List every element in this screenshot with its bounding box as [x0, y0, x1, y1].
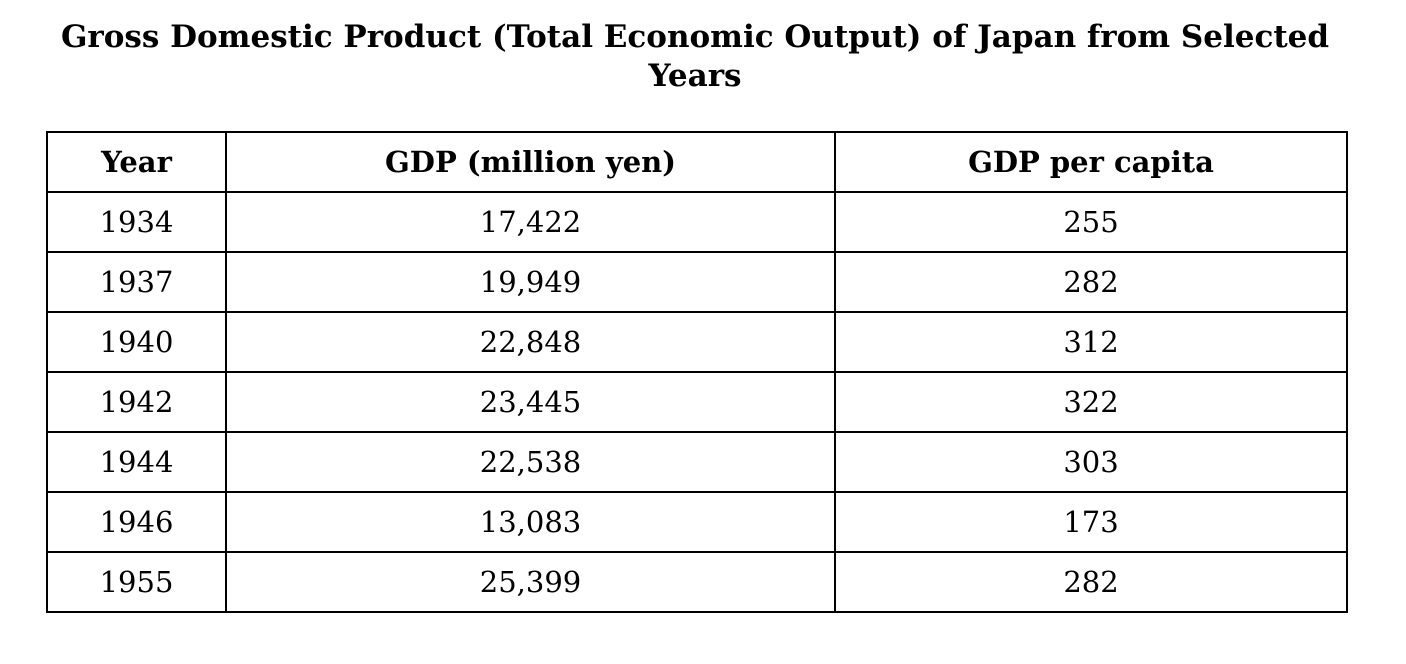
- gdp-per-capita-cell: 282: [834, 251, 1348, 313]
- table-header-row: Year GDP (million yen) GDP per capita: [46, 131, 1348, 193]
- gdp-per-capita-cell: 282: [834, 551, 1348, 613]
- column-header-gdp-per-capita: GDP per capita: [834, 131, 1348, 193]
- gdp-per-capita-cell: 173: [834, 491, 1348, 553]
- gdp-cell: 22,538: [225, 431, 836, 493]
- year-cell: 1942: [46, 371, 227, 433]
- table-row: 1955 25,399 282: [46, 551, 1348, 613]
- gdp-per-capita-cell: 322: [834, 371, 1348, 433]
- gdp-per-capita-cell: 312: [834, 311, 1348, 373]
- year-cell: 1934: [46, 191, 227, 253]
- column-header-gdp: GDP (million yen): [225, 131, 836, 193]
- year-cell: 1944: [46, 431, 227, 493]
- table-row: 1937 19,949 282: [46, 251, 1348, 313]
- gdp-per-capita-cell: 303: [834, 431, 1348, 493]
- gdp-cell: 17,422: [225, 191, 836, 253]
- gdp-cell: 22,848: [225, 311, 836, 373]
- year-cell: 1955: [46, 551, 227, 613]
- gdp-cell: 13,083: [225, 491, 836, 553]
- gdp-cell: 19,949: [225, 251, 836, 313]
- table-row: 1944 22,538 303: [46, 431, 1348, 493]
- gdp-table: Year GDP (million yen) GDP per capita 19…: [46, 131, 1348, 613]
- year-cell: 1937: [46, 251, 227, 313]
- gdp-cell: 23,445: [225, 371, 836, 433]
- page-title: Gross Domestic Product (Total Economic O…: [60, 19, 1330, 94]
- column-header-year: Year: [46, 131, 227, 193]
- gdp-per-capita-cell: 255: [834, 191, 1348, 253]
- gdp-cell: 25,399: [225, 551, 836, 613]
- table-row: 1934 17,422 255: [46, 191, 1348, 253]
- year-cell: 1946: [46, 491, 227, 553]
- year-cell: 1940: [46, 311, 227, 373]
- table-row: 1940 22,848 312: [46, 311, 1348, 373]
- table-row: 1946 13,083 173: [46, 491, 1348, 553]
- table-row: 1942 23,445 322: [46, 371, 1348, 433]
